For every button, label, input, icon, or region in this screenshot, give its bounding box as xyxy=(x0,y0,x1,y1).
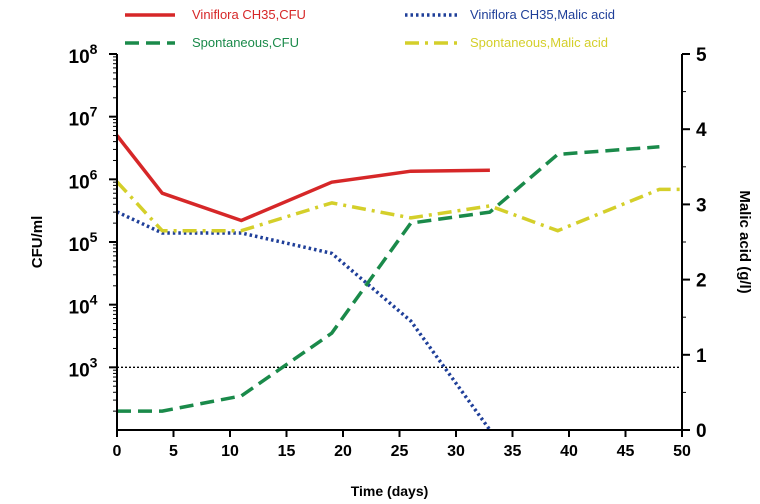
series-line-2 xyxy=(117,145,660,413)
series-layer xyxy=(115,134,682,432)
y-right-tick-label: 2 xyxy=(696,271,707,292)
legend-label: Viniflora CH35,CFU xyxy=(192,7,306,22)
x-tick-label: 25 xyxy=(391,443,409,460)
x-tick-label: 30 xyxy=(447,443,465,460)
legend-label: Spontaneous,CFU xyxy=(192,35,299,50)
y-right-tick-label: 3 xyxy=(696,195,707,216)
y-left-tick-label: 105 xyxy=(69,229,98,256)
x-tick-label: 50 xyxy=(673,443,691,460)
y-right-tick-label: 0 xyxy=(696,421,707,442)
y-left-tick-label: 108 xyxy=(69,41,98,68)
legend-label: Viniflora CH35,Malic acid xyxy=(470,7,615,22)
x-tick-label: 35 xyxy=(504,443,522,460)
series-line-3 xyxy=(115,180,682,233)
x-tick-label: 10 xyxy=(221,443,239,460)
series-line-0 xyxy=(115,134,490,223)
x-tick-label: 45 xyxy=(617,443,635,460)
y-left-tick-label: 104 xyxy=(69,292,98,319)
legend-label: Spontaneous,Malic acid xyxy=(470,35,608,50)
series-line-1 xyxy=(116,210,492,432)
x-tick-label: 15 xyxy=(278,443,296,460)
x-tick-label: 40 xyxy=(560,443,578,460)
y-left-tick-label: 107 xyxy=(69,104,98,131)
y-right-tick-label: 4 xyxy=(696,120,707,141)
x-axis-title: Time (days) xyxy=(351,483,429,499)
y-right-tick-label: 1 xyxy=(696,346,707,367)
y-left-tick-label: 106 xyxy=(69,166,98,193)
x-tick-label: 0 xyxy=(113,443,122,460)
y-left-axis-title: CFU/ml xyxy=(29,216,46,269)
legend: Viniflora CH35,CFU Viniflora CH35,Malic a… xyxy=(125,7,615,50)
y-right-tick-label: 5 xyxy=(696,45,707,66)
y-left-tick-label: 103 xyxy=(69,354,98,381)
y-right-axis-title: Malic acid (g/l) xyxy=(736,190,753,293)
x-tick-label: 5 xyxy=(169,443,178,460)
x-tick-label: 20 xyxy=(334,443,352,460)
